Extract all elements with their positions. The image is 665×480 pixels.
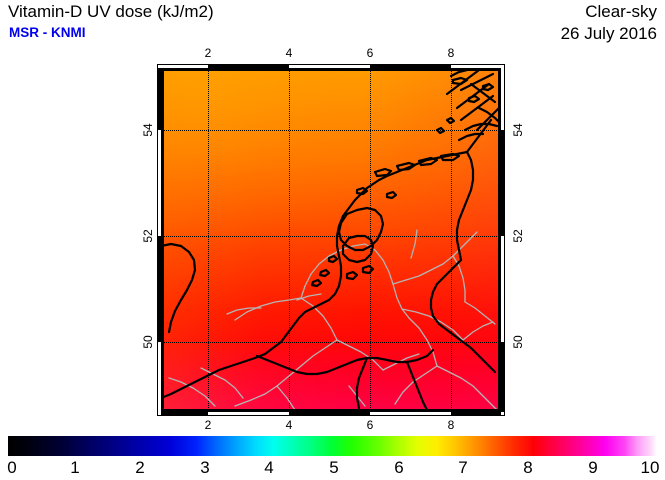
colorbar-panel: 0 1 2 3 4 5 6 7 8 9 10 [0, 430, 665, 480]
colorbar-tick-3: 3 [200, 458, 210, 477]
axis-band-right [501, 68, 505, 412]
map-plot-area [161, 68, 501, 412]
lat-tick-right-54: 54 [511, 123, 525, 137]
colorbar-tick-4: 4 [264, 458, 274, 477]
lon-tick-bottom-6: 6 [366, 418, 374, 432]
coastline-overlay [161, 68, 501, 412]
colorbar-tick-1: 1 [70, 458, 80, 477]
uv-dose-field-shading-lr [161, 68, 501, 412]
colorbar-tick-8: 8 [523, 458, 533, 477]
lat-tick-right-50: 50 [511, 335, 525, 349]
lon-tick-top-4: 4 [285, 46, 293, 60]
colorbar-tick-6: 6 [394, 458, 404, 477]
colorbar-tick-0: 0 [7, 458, 17, 477]
lat-tick-right-52: 52 [511, 229, 525, 243]
uv-dose-field-shading-nw [161, 68, 501, 412]
colorbar-tick-5: 5 [329, 458, 339, 477]
colorbar-tick-9: 9 [588, 458, 598, 477]
lon-tick-top-2: 2 [204, 46, 212, 60]
axis-band-top [161, 64, 501, 68]
lon-tick-top-6: 6 [366, 46, 374, 60]
map-panel [157, 64, 505, 416]
date-label: 26 July 2016 [560, 24, 657, 43]
page-title: Vitamin-D UV dose (kJ/m2) [8, 2, 214, 21]
colorbar-tick-7: 7 [458, 458, 468, 477]
lon-tick-bottom-8: 8 [447, 418, 455, 432]
colorbar-gradient [8, 436, 657, 456]
lon-tick-top-8: 8 [447, 46, 455, 60]
colorbar-tick-2: 2 [135, 458, 145, 477]
axis-band-left [157, 68, 161, 412]
lat-tick-left-54: 54 [141, 123, 155, 137]
lon-tick-bottom-2: 2 [204, 418, 212, 432]
uv-dose-field [161, 68, 501, 412]
lat-tick-left-50: 50 [141, 335, 155, 349]
lon-tick-bottom-4: 4 [285, 418, 293, 432]
colorbar-tick-10: 10 [640, 458, 660, 477]
condition-label: Clear-sky [585, 2, 657, 21]
lat-tick-left-52: 52 [141, 229, 155, 243]
header: Vitamin-D UV dose (kJ/m2) MSR - KNMI Cle… [0, 0, 665, 48]
axis-band-bottom [161, 412, 501, 416]
source-label: MSR - KNMI [9, 25, 86, 40]
